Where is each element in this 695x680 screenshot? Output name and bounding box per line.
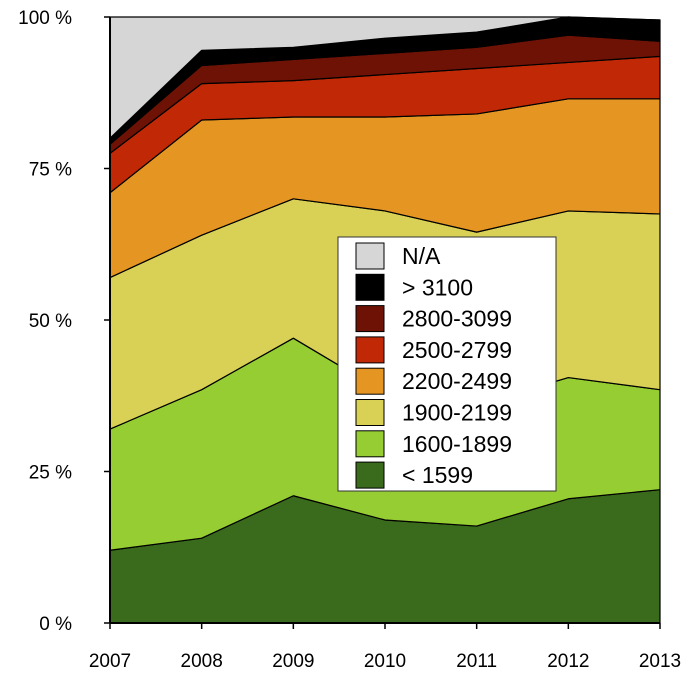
legend-swatch: [355, 273, 385, 301]
legend-swatch: [355, 430, 385, 458]
legend-label: 1600-1899: [402, 431, 512, 457]
legend-swatch: [355, 399, 385, 426]
legend: N/A > 3100 2800-3099 2500-2799 2200-2499 1900…: [337, 236, 557, 492]
legend-swatch: [355, 367, 385, 395]
legend-label: 2500-2799: [402, 337, 512, 363]
legend-label: N/A: [402, 243, 441, 269]
x-tick-label: 2009: [272, 651, 314, 672]
legend-swatch: [355, 336, 385, 364]
x-axis-ticks: 2007 2008 2009 2010 2011 2012 2013: [89, 623, 681, 672]
legend-label: 2800-3099: [402, 306, 512, 332]
legend-swatch: [355, 461, 385, 489]
y-axis-ticks: 0 % 25 % 50 % 75 % 100 %: [18, 8, 110, 635]
area-series-n-a: [109, 16, 661, 139]
legend-label: 2200-2499: [402, 368, 512, 394]
y-tick-label: 25 %: [29, 463, 72, 484]
legend-label: < 1599: [402, 462, 473, 488]
legend-label: 1900-2199: [402, 400, 512, 426]
legend-label: > 3100: [402, 274, 473, 300]
x-tick-label: 2007: [89, 651, 131, 672]
x-tick-label: 2013: [639, 651, 681, 672]
x-tick-label: 2010: [364, 651, 406, 672]
y-tick-label: 50 %: [29, 311, 72, 332]
y-tick-label: 100 %: [18, 8, 72, 29]
x-tick-label: 2008: [181, 651, 223, 672]
x-tick-label: 2012: [547, 651, 589, 672]
y-tick-label: 0 %: [39, 614, 72, 635]
x-tick-label: 2011: [456, 651, 497, 672]
y-tick-label: 75 %: [29, 160, 72, 181]
legend-swatch: [355, 242, 385, 270]
legend-swatch: [355, 305, 385, 333]
